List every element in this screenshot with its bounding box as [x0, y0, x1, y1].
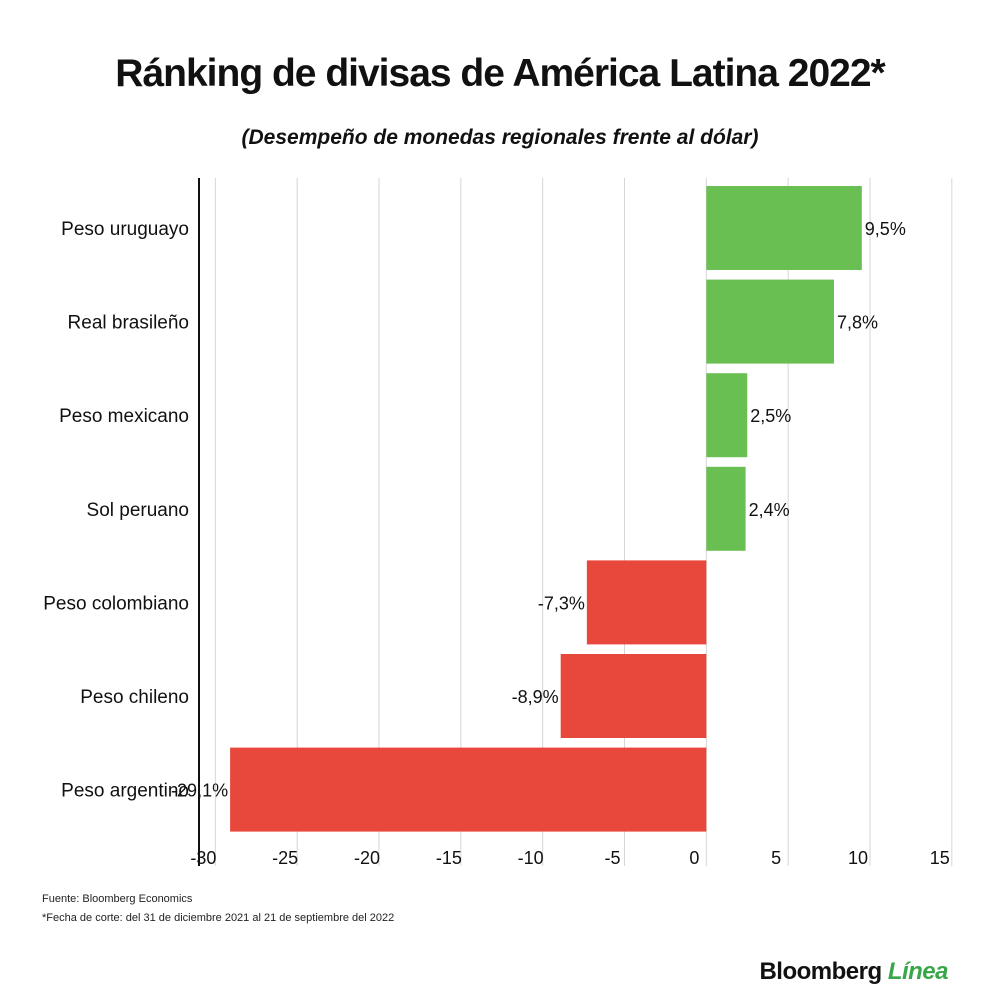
x-tick-label: -5 — [604, 848, 620, 868]
value-label: 7,8% — [837, 313, 878, 333]
brand-name-part2: Línea — [887, 958, 949, 985]
category-label: Peso chileno — [80, 687, 189, 708]
x-tick-label: 15 — [930, 848, 950, 868]
bar — [706, 373, 748, 458]
category-label: Peso mexicano — [59, 406, 189, 427]
x-tick-label: 0 — [689, 848, 699, 868]
bar — [230, 747, 707, 832]
category-label: Sol peruano — [87, 500, 189, 521]
brand-logo: Bloomberg Línea — [759, 958, 948, 986]
bar — [560, 654, 707, 738]
category-label: Real brasileño — [68, 313, 189, 334]
x-tick-label: -25 — [272, 848, 298, 868]
bar — [706, 466, 746, 551]
x-tick-label: 5 — [771, 848, 781, 868]
source-note: Fuente: Bloomberg Economics — [42, 893, 193, 905]
brand-name-part1: Bloomberg — [759, 958, 882, 985]
x-tick-label: -30 — [190, 848, 216, 868]
x-tick-label: 10 — [848, 848, 868, 868]
bar — [706, 186, 862, 270]
x-tick-label: -10 — [518, 848, 544, 868]
category-label: Peso uruguayo — [61, 219, 189, 240]
value-label: 2,4% — [749, 500, 790, 520]
category-label: Peso colombiano — [43, 593, 189, 614]
category-label: Peso argentino — [61, 781, 189, 802]
chart-title: Ránking de divisas de América Latina 202… — [115, 52, 885, 95]
value-label: 2,5% — [750, 406, 791, 426]
value-label: -29,1% — [171, 781, 228, 801]
date-footnote: *Fecha de corte: del 31 de diciembre 202… — [42, 912, 395, 924]
x-tick-label: -20 — [354, 848, 380, 868]
bar — [586, 560, 707, 645]
value-label: 9,5% — [865, 219, 906, 239]
chart-subtitle: (Desempeño de monedas regionales frente … — [241, 126, 759, 149]
bar-chart: Peso uruguayo 9,5% Real brasileño 7,8% Peso … — [43, 178, 953, 868]
bar — [706, 279, 834, 364]
value-label: -7,3% — [538, 593, 585, 613]
x-tick-label: -15 — [436, 848, 462, 868]
value-label: -8,9% — [512, 687, 559, 707]
